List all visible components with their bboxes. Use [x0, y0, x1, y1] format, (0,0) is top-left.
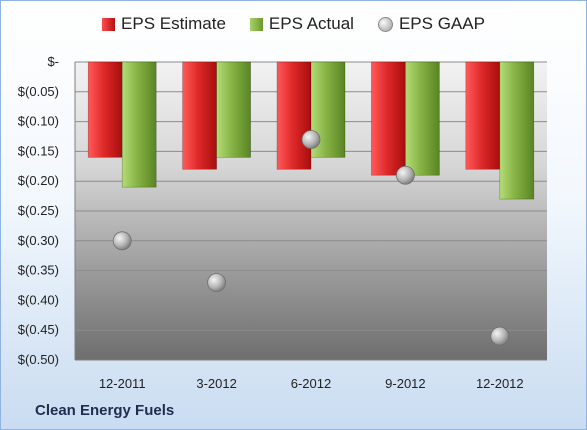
- legend-swatch-eps-gaap: [377, 16, 393, 32]
- legend-label-eps-gaap: EPS GAAP: [398, 14, 485, 33]
- y-tick-label: $(0.20): [18, 173, 59, 188]
- legend-item-eps-actual: EPS Actual: [249, 14, 354, 34]
- gaap-points: [112, 130, 510, 346]
- bar-eps-estimate: [465, 61, 501, 170]
- bar-eps-actual: [405, 61, 440, 176]
- y-tick-label: $(0.50): [18, 352, 59, 367]
- x-tick-label: 12-2011: [99, 376, 146, 391]
- x-tick-label: 6-2012: [291, 376, 331, 391]
- y-tick-label: $(0.25): [18, 203, 59, 218]
- y-tick-label: $(0.35): [18, 263, 59, 278]
- legend-label-eps-estimate: EPS Estimate: [121, 14, 226, 33]
- bar-eps-estimate: [182, 61, 217, 170]
- legend-label-eps-actual: EPS Actual: [268, 14, 354, 33]
- x-tick-label: 9-2012: [385, 376, 425, 391]
- legend-item-eps-gaap: EPS GAAP: [377, 14, 485, 34]
- company-name: Clean Energy Fuels: [35, 402, 175, 419]
- x-axis-ticks: 12-2011 3-2012 6-2012 9-2012 12-2012: [99, 376, 524, 391]
- bar-eps-estimate: [87, 61, 123, 158]
- point-eps-gaap: [490, 326, 510, 346]
- bar-eps-actual: [216, 61, 251, 158]
- y-axis-ticks: $- $(0.05) $(0.10) $(0.15) $(0.20) $(0.25) $(0…: [18, 54, 59, 367]
- x-tick-label: 12-2012: [476, 376, 524, 391]
- bar-eps-actual: [499, 61, 535, 200]
- legend-swatch-eps-estimate: [102, 17, 116, 31]
- y-tick-label: $(0.05): [18, 84, 59, 99]
- point-eps-gaap: [112, 231, 132, 251]
- bar-eps-estimate: [371, 61, 406, 176]
- x-tick-label: 3-2012: [196, 376, 236, 391]
- y-tick-label: $(0.15): [18, 143, 59, 158]
- legend-swatch-eps-actual: [249, 17, 263, 31]
- point-eps-gaap: [207, 273, 227, 292]
- point-eps-gaap: [395, 165, 415, 185]
- bar-eps-actual: [121, 61, 157, 188]
- bars: [87, 61, 535, 200]
- y-tick-label: $(0.30): [18, 233, 59, 248]
- legend: EPS Estimate EPS Actual EPS GAAP: [1, 14, 586, 34]
- y-tick-label: $-: [47, 54, 59, 69]
- y-tick-label: $(0.40): [18, 292, 59, 307]
- y-tick-label: $(0.10): [18, 114, 59, 129]
- point-eps-gaap: [301, 130, 321, 149]
- y-tick-label: $(0.45): [18, 322, 59, 337]
- bar-eps-estimate: [276, 61, 312, 170]
- legend-item-eps-estimate: EPS Estimate: [102, 14, 226, 34]
